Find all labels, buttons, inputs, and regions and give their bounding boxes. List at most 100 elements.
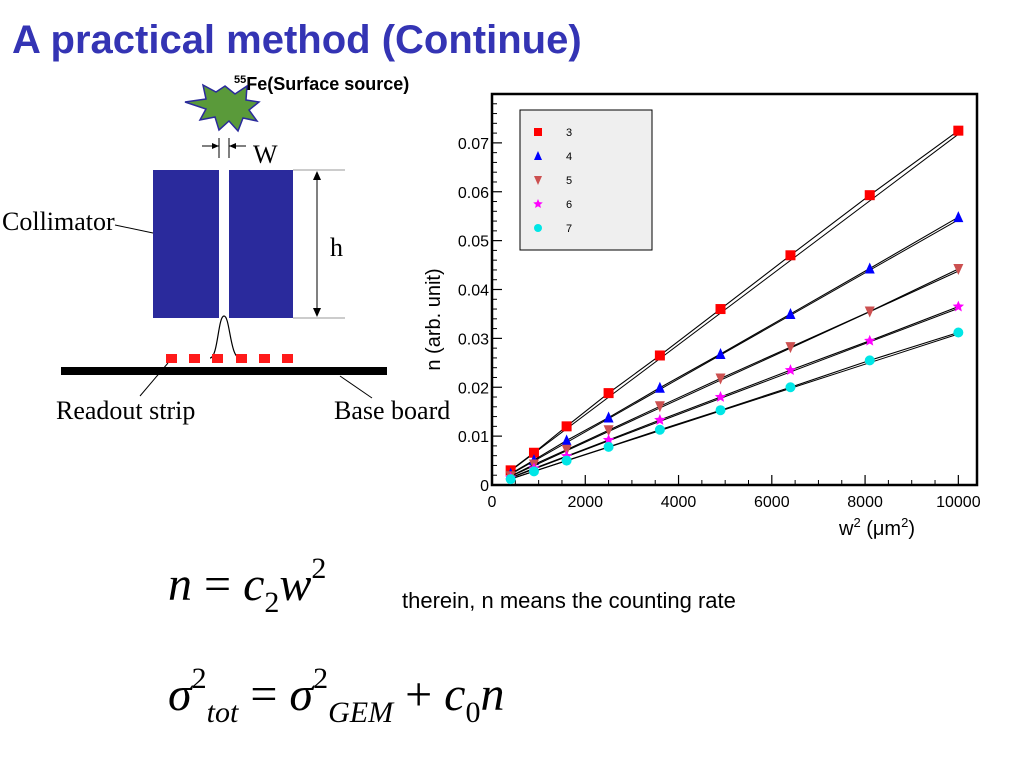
data-point-series-3 — [953, 125, 964, 136]
h-arrowhead-bottom — [313, 308, 321, 317]
w-arrowhead-right — [229, 143, 236, 149]
collimator-diagram: W h Collimator Readout strip Base board — [2, 83, 450, 425]
data-point-series-6 — [784, 364, 797, 375]
eq1-equals: = — [192, 558, 244, 611]
data-point-series-7 — [785, 382, 796, 393]
eq1-n: n — [168, 558, 192, 611]
data-point-series-3 — [654, 350, 665, 361]
data-point-series-3 — [528, 447, 539, 458]
eq2-c: c — [444, 668, 466, 721]
data-point-series-3 — [864, 190, 875, 201]
x-tick-label: 0 — [488, 494, 497, 511]
data-point-series-6 — [602, 434, 615, 445]
legend-marker — [534, 224, 542, 232]
eq2-gem-subscript: GEM — [328, 696, 394, 729]
y-axis-label: n (arb. unit) — [423, 268, 445, 370]
series-fit-line — [510, 270, 959, 477]
data-point-series-7 — [603, 441, 614, 452]
y-tick-label: 0.03 — [458, 331, 489, 348]
collimator-label: Collimator — [2, 207, 115, 236]
y-tick-label: 0.06 — [458, 185, 489, 202]
y-tick-label: 0.07 — [458, 136, 489, 153]
h-arrowhead-top — [313, 171, 321, 180]
legend-label: 6 — [566, 199, 572, 211]
x-tick-label: 8000 — [847, 494, 883, 511]
data-point-series-3 — [785, 250, 796, 261]
readout-strip-label: Readout strip — [56, 396, 195, 425]
readout-strip — [166, 354, 177, 363]
beam-profile-curve — [209, 315, 241, 359]
data-point-series-4 — [561, 434, 572, 446]
data-point-series-4 — [953, 211, 964, 223]
data-point-series-6 — [654, 414, 666, 425]
eq2-sigma-gem-exponent: 2 — [313, 662, 329, 695]
data-point-series-4 — [785, 307, 796, 319]
eq2-plus: + — [393, 668, 445, 721]
legend-marker — [534, 151, 542, 160]
y-tick-label: 0.05 — [458, 234, 489, 251]
x-tick-label: 6000 — [754, 494, 790, 511]
readout-strip — [236, 354, 247, 363]
legend-label: 5 — [566, 175, 572, 187]
eq2-sigma-tot-exponent: 2 — [191, 662, 207, 695]
data-point-series-7 — [561, 455, 572, 466]
x-tick-label: 4000 — [661, 494, 697, 511]
data-point-series-7 — [528, 466, 539, 477]
base-board — [61, 367, 387, 375]
series-fit-line — [510, 133, 959, 472]
legend-label: 7 — [566, 223, 572, 235]
w-arrowhead-left — [212, 143, 219, 149]
x-axis-label: w2 (μm2) — [838, 515, 915, 540]
baseboard-leader-line — [339, 375, 373, 399]
collimator-leader-line — [114, 224, 154, 234]
data-point-series-3 — [603, 388, 614, 399]
eq1-w-exponent: 2 — [311, 552, 327, 585]
h-label: h — [330, 233, 343, 262]
data-point-series-5 — [785, 342, 796, 354]
data-point-series-5 — [603, 425, 614, 437]
source-isotope-mass: 55 — [234, 74, 247, 86]
legend-label: 4 — [566, 151, 572, 163]
base-board-label: Base board — [334, 396, 450, 425]
data-point-series-6 — [714, 391, 727, 402]
data-point-series-7 — [953, 327, 964, 338]
data-point-series-3 — [715, 304, 726, 315]
legend-marker — [534, 176, 542, 185]
y-tick-label: 0.01 — [458, 429, 489, 446]
series-fit-line — [510, 333, 959, 480]
y-tick-label: 0 — [480, 478, 489, 495]
data-point-series-6 — [864, 334, 876, 346]
eq2-n: n — [480, 668, 505, 721]
eq1-c-subscript: 2 — [264, 586, 280, 619]
readout-strip — [282, 354, 293, 363]
series-fit-line — [510, 307, 959, 479]
eq2-equals: = — [238, 668, 290, 721]
chart: 0 2000 4000 6000 8000 10000 0 0.01 0.02 0.03 0.04 0… — [423, 92, 981, 540]
equation-note: therein, n means the counting rate — [402, 588, 736, 613]
readout-strip — [212, 354, 223, 363]
y-tick-label: 0.02 — [458, 380, 489, 397]
source-icon — [184, 83, 261, 133]
eq2-c-subscript: 0 — [465, 696, 481, 729]
data-point-series-4 — [864, 262, 875, 274]
source-label: 55Fe(Surface source) — [234, 74, 409, 95]
series-line — [510, 216, 959, 475]
collimator-left-block — [153, 170, 219, 318]
series-fit-line — [510, 219, 959, 475]
equation-counting-rate: n = c2w2 — [168, 552, 326, 620]
data-point-series-3 — [561, 421, 572, 432]
eq1-c: c — [243, 558, 265, 611]
x-tick-label: 2000 — [567, 494, 603, 511]
eq1-w: w — [279, 558, 312, 611]
data-point-series-5 — [654, 401, 665, 413]
eq2-sigma-tot: σ — [168, 668, 192, 721]
legend-marker — [534, 128, 542, 136]
source-label-text: Fe(Surface source) — [246, 74, 410, 94]
eq2-sigma-gem: σ — [289, 668, 314, 721]
data-point-series-5 — [715, 373, 726, 385]
data-point-series-5 — [953, 263, 964, 275]
data-point-series-7 — [864, 355, 875, 366]
readout-strip — [259, 354, 270, 363]
data-point-series-7 — [505, 474, 516, 485]
y-tick-label: 0.04 — [458, 283, 489, 300]
